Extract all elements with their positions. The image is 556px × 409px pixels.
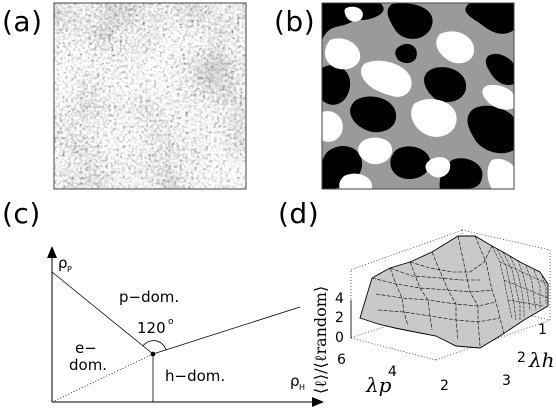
- region-e-label-2: dom.: [69, 356, 107, 374]
- x-axis-label: ρ: [290, 372, 300, 390]
- x-axis-arrow-icon: [312, 397, 324, 407]
- y-tick-1: 1: [538, 322, 547, 338]
- z-tick-4: 4: [335, 291, 344, 307]
- z-tick-0: 0: [335, 330, 344, 346]
- x-axis-label: λp: [365, 373, 392, 397]
- x-tick-2: 2: [440, 378, 449, 394]
- region-h-label: h−dom.: [165, 367, 225, 385]
- y-tick-2: 2: [517, 350, 526, 366]
- angle-arc: [142, 340, 167, 351]
- x-axis-sub: H: [299, 383, 305, 392]
- panel-label-c: (c): [2, 197, 41, 230]
- angle-label: 120: [137, 319, 166, 337]
- y-tick-3: 3: [502, 373, 511, 389]
- boundary-p-h: [152, 306, 301, 355]
- panel-label-d: (d): [278, 197, 320, 230]
- y-axis-arrow-icon: [47, 246, 57, 258]
- panel-label-a: (a): [2, 5, 43, 38]
- y-axis-label: ρ: [58, 254, 68, 272]
- x-tick-4: 4: [388, 364, 397, 380]
- z-axis-label: ⟨ℓ⟩/⟨ℓrandom⟩: [311, 286, 330, 394]
- angle-degree-sup: o: [168, 317, 174, 327]
- triple-point: [150, 351, 156, 357]
- panel-label-b: (b): [274, 5, 316, 38]
- y-axis-sub: P: [67, 265, 72, 274]
- y-axis-label: λh: [528, 348, 555, 372]
- region-e-label-1: e−: [75, 339, 97, 357]
- z-tick-2: 2: [335, 310, 344, 326]
- x-tick-6: 6: [337, 352, 346, 368]
- surface-body: [359, 235, 549, 349]
- region-p-label: p−dom.: [119, 288, 179, 306]
- diagonal-dotted-line: [51, 353, 154, 403]
- boundary-p-e: [51, 271, 154, 355]
